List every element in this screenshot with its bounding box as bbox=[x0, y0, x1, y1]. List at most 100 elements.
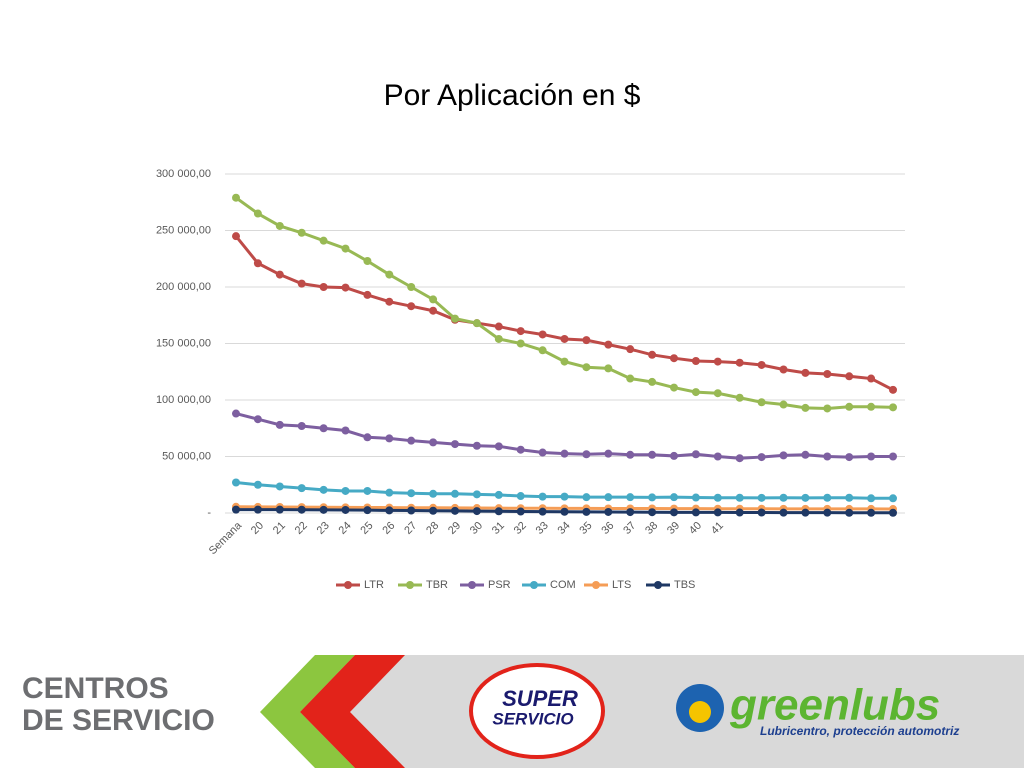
point bbox=[648, 450, 657, 459]
x-tick-label: 34 bbox=[556, 520, 573, 537]
point bbox=[582, 450, 591, 459]
point bbox=[363, 486, 372, 495]
series-line bbox=[235, 196, 894, 410]
point bbox=[297, 228, 306, 237]
point bbox=[385, 488, 394, 497]
point bbox=[626, 508, 635, 517]
legend-marker bbox=[468, 581, 476, 589]
point bbox=[845, 453, 854, 462]
point bbox=[889, 403, 897, 412]
point bbox=[648, 350, 657, 359]
point bbox=[407, 506, 416, 515]
brand: greenlubs bbox=[729, 681, 940, 730]
point bbox=[757, 493, 766, 502]
point bbox=[626, 493, 635, 502]
chevron-red bbox=[300, 655, 405, 768]
point bbox=[494, 334, 503, 343]
chevron-white bbox=[260, 655, 345, 768]
point bbox=[691, 450, 700, 459]
point bbox=[867, 402, 876, 411]
point bbox=[494, 490, 503, 499]
point bbox=[713, 452, 722, 461]
point bbox=[319, 505, 328, 514]
point bbox=[560, 449, 569, 458]
point bbox=[713, 508, 722, 517]
x-tick-label: 28 bbox=[424, 520, 441, 537]
point bbox=[341, 283, 350, 292]
point bbox=[232, 409, 240, 418]
point bbox=[319, 424, 328, 433]
y-tick-label: 100 000,00 bbox=[156, 394, 211, 406]
x-tick-label: 33 bbox=[534, 520, 551, 537]
point bbox=[407, 302, 416, 311]
point bbox=[801, 450, 810, 459]
point bbox=[429, 506, 438, 515]
point bbox=[319, 485, 328, 494]
point bbox=[713, 389, 722, 398]
point bbox=[494, 507, 503, 516]
point bbox=[823, 493, 832, 502]
banner-text: CENTROS bbox=[22, 672, 169, 705]
point bbox=[779, 365, 788, 374]
point bbox=[429, 306, 438, 315]
point bbox=[889, 494, 897, 503]
point bbox=[341, 505, 350, 514]
x-tick-label: 41 bbox=[709, 520, 726, 537]
point bbox=[889, 508, 897, 517]
point bbox=[670, 493, 678, 502]
point bbox=[341, 486, 350, 495]
point bbox=[538, 330, 547, 339]
point bbox=[801, 403, 810, 412]
point bbox=[757, 453, 766, 462]
x-tick-label: 36 bbox=[599, 520, 616, 537]
point bbox=[670, 508, 678, 517]
legend-marker bbox=[344, 581, 352, 589]
point bbox=[823, 404, 832, 413]
point bbox=[538, 346, 547, 355]
point bbox=[604, 340, 613, 349]
y-tick-label: 50 000,00 bbox=[162, 450, 211, 462]
point bbox=[604, 364, 613, 373]
point bbox=[516, 339, 525, 348]
point bbox=[341, 244, 350, 253]
point bbox=[232, 193, 240, 202]
point bbox=[516, 445, 525, 454]
super-logo bbox=[469, 663, 605, 759]
point bbox=[757, 508, 766, 517]
point bbox=[297, 484, 306, 493]
point bbox=[691, 388, 700, 397]
point bbox=[757, 398, 766, 407]
y-tick-label: 250 000,00 bbox=[156, 224, 211, 236]
banner-text: DE SERVICIO bbox=[22, 704, 215, 737]
point bbox=[867, 374, 876, 383]
x-tick-label: 35 bbox=[577, 520, 594, 537]
x-tick-label: 31 bbox=[490, 520, 507, 537]
legend-label: LTR bbox=[364, 579, 384, 591]
point bbox=[779, 400, 788, 409]
y-tick-label: 300 000,00 bbox=[156, 168, 211, 180]
point bbox=[429, 295, 438, 304]
legend-marker bbox=[530, 581, 538, 589]
x-tick-label: 24 bbox=[337, 520, 354, 537]
y-tick-label: 200 000,00 bbox=[156, 281, 211, 293]
point bbox=[560, 492, 569, 501]
point bbox=[845, 372, 854, 381]
point bbox=[232, 478, 240, 487]
x-tick-label: 32 bbox=[512, 520, 529, 537]
point bbox=[363, 506, 372, 515]
point bbox=[560, 507, 569, 516]
x-tick-label: 38 bbox=[643, 520, 660, 537]
legend-label: TBS bbox=[674, 579, 695, 591]
x-tick-label: 20 bbox=[249, 520, 266, 537]
chevron-green bbox=[260, 655, 355, 768]
point bbox=[363, 257, 372, 266]
point bbox=[648, 508, 657, 517]
super-text: SUPER bbox=[502, 686, 578, 711]
point bbox=[735, 508, 744, 517]
point bbox=[670, 451, 678, 460]
point bbox=[823, 508, 832, 517]
point bbox=[757, 360, 766, 369]
point bbox=[516, 492, 525, 501]
point bbox=[735, 358, 744, 367]
x-tick-label: 26 bbox=[380, 520, 397, 537]
